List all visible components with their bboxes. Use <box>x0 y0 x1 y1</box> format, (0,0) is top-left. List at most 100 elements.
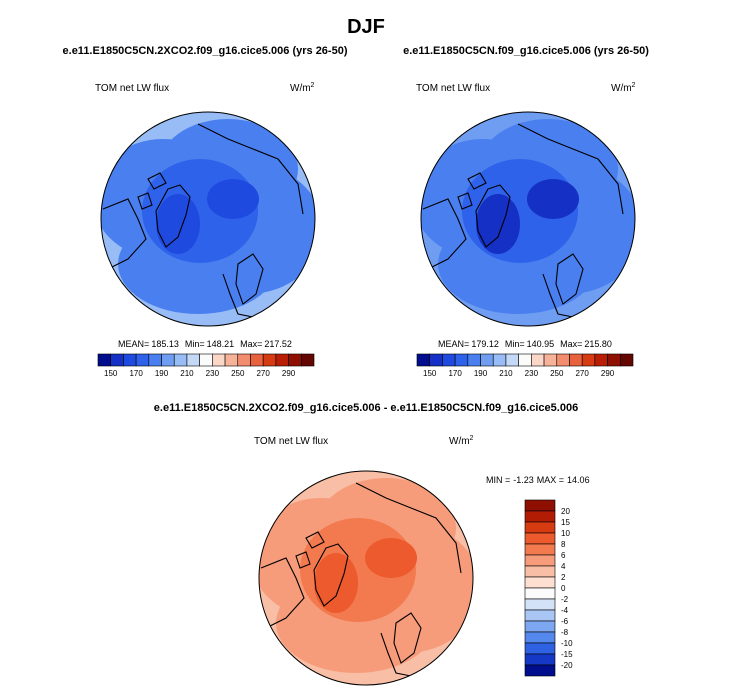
panel-2-coastline-5-0 <box>542 273 584 320</box>
panel-1-coastline-1-1 <box>137 192 153 210</box>
panel-1-colorbar-swatch-15 <box>288 353 302 367</box>
difference-colorbar-tick-2: 10 <box>561 529 570 538</box>
panel-1-polar-map <box>100 111 316 327</box>
difference-colorbar-swatch-5 <box>524 554 556 567</box>
panel-2-units-label: W/m2 <box>611 82 636 94</box>
panel-2-colorbar-swatch-13 <box>581 353 596 367</box>
panel-2-colorbar-tick-0: 150 <box>423 369 437 378</box>
difference-colorbar-tick-8: -2 <box>561 595 569 604</box>
panel-2-coastline-0-0 <box>475 184 511 248</box>
panel-1-units-sup: 2 <box>311 82 315 89</box>
difference-colorbar-tick-11: -8 <box>561 628 569 637</box>
panel-2-colorbar-swatch-4 <box>467 353 481 367</box>
panel-1-units: W/m <box>290 83 311 94</box>
main-title: DJF <box>347 16 385 38</box>
panel-1-variable-label: TOM net LW flux <box>95 83 169 94</box>
panel-2-colorbar-swatch-1 <box>429 353 443 367</box>
difference-colorbar-tick-6: 2 <box>561 573 566 582</box>
panel-2-polar-map <box>420 111 636 327</box>
difference-colorbar-swatch-14 <box>524 653 556 666</box>
difference-colorbar-tick-0: 20 <box>561 507 570 516</box>
difference-polar-map <box>258 470 474 686</box>
panel-2-colorbar-swatch-0 <box>416 353 431 367</box>
difference-coastline-1-1 <box>295 551 311 569</box>
panel-1-colorbar-swatch-10 <box>224 353 239 367</box>
panel-2-colorbar-swatch-14 <box>594 353 608 367</box>
difference-colorbar-swatch-6 <box>524 565 556 578</box>
panel-1-colorbar-swatch-7 <box>186 353 200 367</box>
panel-2-field-core <box>476 194 520 254</box>
difference-colorbar-swatch-4 <box>524 543 556 556</box>
panel-1-coastline-3-0 <box>197 123 304 215</box>
difference-colorbar-tick-3: 8 <box>561 540 566 549</box>
panel-1-colorbar-swatch-5 <box>161 353 175 367</box>
panel-2-colorbar-tick-3: 210 <box>499 369 513 378</box>
panel-2-coastline-2-0 <box>422 198 467 270</box>
panel-1-colorbar-swatch-13 <box>262 353 277 367</box>
difference-coastline-3-0 <box>355 482 462 574</box>
panel-1-colorbar-swatch-9 <box>212 353 226 367</box>
difference-colorbar-tick-4: 6 <box>561 551 566 560</box>
panel-2-coastline-4-0 <box>555 253 584 305</box>
panel-2-units: W/m <box>611 83 632 94</box>
panel-1-coastline-0-0 <box>155 184 191 248</box>
panel-1-colorbar-swatch-12 <box>250 353 264 367</box>
difference-field-core <box>314 553 358 613</box>
difference-colorbar-tick-7: 0 <box>561 584 566 593</box>
panel-1-stats: MEAN= 185.13 Min= 148.21 Max= 217.52 <box>118 339 292 349</box>
panel-1-colorbar-swatch-2 <box>123 353 137 367</box>
panel-1-colorbar-swatch-6 <box>173 353 188 367</box>
panel-2-colorbar-swatch-6 <box>492 353 507 367</box>
panel-1-units-label: W/m2 <box>290 82 315 94</box>
panel-1-colorbar-swatch-11 <box>237 353 251 367</box>
panel-1-colorbar-tick-7: 290 <box>282 369 296 378</box>
difference-title: e.e11.E1850C5CN.2XCO2.f09_g16.cice5.006 … <box>154 402 578 414</box>
panel-1-colorbar-swatch-14 <box>275 353 289 367</box>
difference-colorbar-swatch-7 <box>524 576 556 589</box>
difference-field-core-2 <box>365 538 417 578</box>
panel-2-colorbar-swatch-16 <box>619 353 634 367</box>
panel-1-colorbar-swatch-3 <box>135 353 150 367</box>
panel-1-colorbar-swatch-16 <box>300 353 315 367</box>
difference-coastline-2-0 <box>260 557 305 629</box>
difference-units-sup: 2 <box>470 435 474 442</box>
panel-1-colorbar-tick-1: 170 <box>129 369 143 378</box>
panel-2-variable-label: TOM net LW flux <box>416 83 490 94</box>
difference-colorbar-swatch-12 <box>524 631 556 644</box>
difference-colorbar-swatch-1 <box>524 510 556 523</box>
panel-2-colorbar-swatch-12 <box>569 353 583 367</box>
panel-2-stats: MEAN= 179.12 Min= 140.95 Max= 215.80 <box>438 339 612 349</box>
panel-1-coastline-2-0 <box>102 198 147 270</box>
panel-2-colorbar-tick-5: 250 <box>550 369 564 378</box>
panel-2-colorbar-swatch-11 <box>556 353 570 367</box>
panel-2-colorbar-swatch-3 <box>454 353 469 367</box>
panel-1-colorbar-tick-0: 150 <box>104 369 118 378</box>
panel-2-colorbar-swatch-10 <box>543 353 558 367</box>
difference-colorbar-tick-12: -10 <box>561 639 573 648</box>
difference-map-border <box>258 470 474 686</box>
difference-colorbar-swatch-3 <box>524 532 556 545</box>
panel-2-colorbar: 150 170 190 210 230 250 270 290 <box>416 353 634 378</box>
panel-2-colorbar-swatch-7 <box>505 353 519 367</box>
panel-1-colorbar-tick-3: 210 <box>180 369 194 378</box>
panel-1-colorbar-swatch-1 <box>110 353 124 367</box>
panel-2-field-core-2 <box>527 179 579 219</box>
difference-coastline-4-0 <box>393 612 422 664</box>
difference-colorbar-tick-1: 15 <box>561 518 570 527</box>
panel-1-coastline-5-0 <box>222 273 264 320</box>
panel-2-colorbar-swatch-2 <box>442 353 456 367</box>
difference-colorbar-swatch-9 <box>524 598 556 611</box>
panel-2-coastline-1-1 <box>457 192 473 210</box>
panel-2-units-sup: 2 <box>632 82 636 89</box>
panel-2-coastline-1-0 <box>467 172 487 190</box>
panel-2-colorbar-swatch-5 <box>480 353 494 367</box>
panel-1-colorbar-tick-5: 250 <box>231 369 245 378</box>
difference-stats: MIN = -1.23 MAX = 14.06 <box>486 475 590 485</box>
difference-colorbar-tick-9: -4 <box>561 606 569 615</box>
difference-panel: e.e11.E1850C5CN.2XCO2.f09_g16.cice5.006 … <box>154 402 590 686</box>
difference-units-label: W/m2 <box>449 435 474 447</box>
panel-1-colorbar-tick-2: 190 <box>155 369 169 378</box>
panel-2-colorbar-swatch-8 <box>518 353 532 367</box>
panel-1-colorbar-tick-4: 230 <box>206 369 220 378</box>
panel-2: e.e11.E1850C5CN.f09_g16.cice5.006 (yrs 2… <box>403 45 649 378</box>
